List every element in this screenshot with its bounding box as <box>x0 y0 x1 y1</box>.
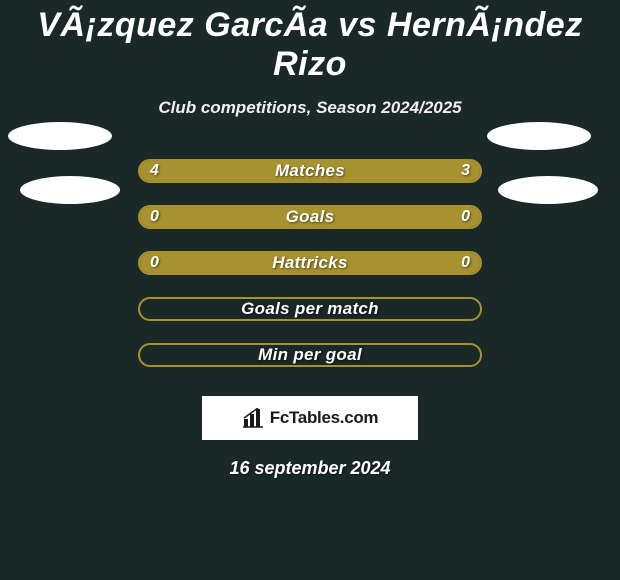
stat-row: 00Hattricks <box>0 240 620 286</box>
stat-bar: Min per goal <box>138 343 482 367</box>
stat-bar: 43Matches <box>138 159 482 183</box>
decorative-ellipse <box>498 176 598 204</box>
stat-label: Min per goal <box>140 345 480 365</box>
page-title: VÃ¡zquez GarcÃ­a vs HernÃ¡ndez Rizo <box>0 6 620 84</box>
stat-bar: 00Hattricks <box>138 251 482 275</box>
decorative-ellipse <box>487 122 591 150</box>
date-text: 16 september 2024 <box>0 458 620 479</box>
decorative-ellipse <box>8 122 112 150</box>
comparison-card: VÃ¡zquez GarcÃ­a vs HernÃ¡ndez Rizo Club… <box>0 0 620 580</box>
stat-label: Goals per match <box>140 299 480 319</box>
stat-bar: Goals per match <box>138 297 482 321</box>
stat-label: Matches <box>140 161 480 181</box>
stat-label: Hattricks <box>140 253 480 273</box>
stat-label: Goals <box>140 207 480 227</box>
stat-row: Min per goal <box>0 332 620 378</box>
decorative-ellipse <box>20 176 120 204</box>
stat-row: Goals per match <box>0 286 620 332</box>
brand-bars-icon <box>242 408 264 428</box>
subtitle: Club competitions, Season 2024/2025 <box>0 98 620 118</box>
brand-text: FcTables.com <box>270 408 379 428</box>
brand-badge[interactable]: FcTables.com <box>202 396 418 440</box>
stat-bar: 00Goals <box>138 205 482 229</box>
